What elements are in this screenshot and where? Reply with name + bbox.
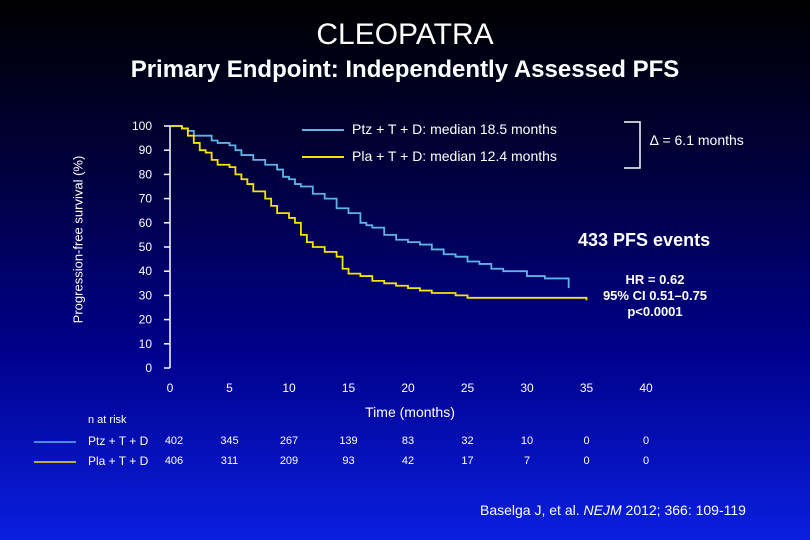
risk-cell: 7 (523, 455, 531, 467)
x-tick-label: 20 (401, 381, 415, 395)
risk-cell: 32 (461, 435, 474, 447)
risk-cell: 311 (220, 455, 239, 467)
x-tick-label: 30 (520, 381, 534, 395)
legend-bracket (624, 121, 641, 169)
y-tick-label: 20 (139, 313, 153, 327)
hr-value: HR = 0.62 (625, 272, 685, 287)
risk-row-label: Ptz + T + D (88, 434, 149, 448)
x-axis-label: Time (months) (365, 404, 455, 420)
citation-authors: Baselga J, et al. (480, 502, 584, 518)
y-tick-label: 90 (139, 143, 153, 157)
events-annotation: 433 PFS events (578, 230, 711, 250)
y-tick-label: 40 (139, 264, 153, 278)
risk-cell: 402 (164, 435, 184, 447)
x-tick-label: 25 (461, 381, 475, 395)
x-tick-label: 0 (167, 381, 174, 395)
citation-journal: NEJM (583, 502, 622, 518)
p-value: p<0.0001 (627, 304, 683, 319)
risk-cell: 0 (583, 435, 590, 447)
risk-cell: 0 (642, 455, 650, 467)
risk-cell: 406 (164, 455, 184, 467)
y-tick-label: 80 (139, 167, 153, 181)
y-tick-label: 100 (132, 119, 152, 133)
x-tick-label: 40 (639, 381, 653, 395)
risk-table-header: n at risk (88, 414, 127, 426)
y-tick-label: 50 (139, 240, 153, 254)
y-tick-label: 10 (139, 337, 153, 351)
y-tick-label: 70 (139, 192, 153, 206)
x-tick-label: 5 (226, 381, 233, 395)
x-tick-label: 15 (342, 381, 356, 395)
legend-label-pla: Pla + T + D: median 12.4 months (352, 148, 557, 164)
legend-label-ptz: Ptz + T + D: median 18.5 months (352, 121, 557, 137)
risk-cell: 10 (520, 435, 534, 447)
risk-cell: 209 (279, 455, 299, 467)
delta-annotation: ∆ = 6.1 months (650, 132, 744, 148)
risk-cell: 267 (279, 435, 299, 447)
risk-cell: 93 (342, 455, 355, 467)
citation-volume: 2012; 366: 109-119 (621, 502, 746, 518)
hazard-ratio-block: HR = 0.62 95% CI 0.51–0.75 p<0.0001 (580, 272, 730, 320)
risk-cell: 0 (642, 435, 650, 447)
series-line-pla (170, 125, 588, 301)
risk-cell: 83 (401, 435, 415, 447)
citation: Baselga J, et al. NEJM 2012; 366: 109-11… (480, 502, 746, 518)
y-tick-label: 0 (145, 361, 152, 375)
ci-value: 95% CI 0.51–0.75 (602, 288, 708, 303)
risk-row-label: Pla + T + D (88, 454, 149, 468)
slide-title: CLEOPATRA (316, 18, 494, 51)
risk-cell: 17 (461, 455, 474, 467)
series-line-ptz (170, 125, 570, 289)
risk-cell: 42 (401, 455, 415, 467)
risk-cell: 345 (220, 435, 239, 447)
risk-cell: 0 (583, 455, 590, 467)
risk-cell: 139 (339, 435, 358, 447)
y-tick-label: 30 (139, 288, 153, 302)
slide-subtitle: Primary Endpoint: Independently Assessed… (130, 56, 680, 83)
y-tick-label: 60 (139, 216, 153, 230)
x-tick-label: 10 (282, 381, 296, 395)
x-tick-label: 35 (580, 381, 594, 395)
